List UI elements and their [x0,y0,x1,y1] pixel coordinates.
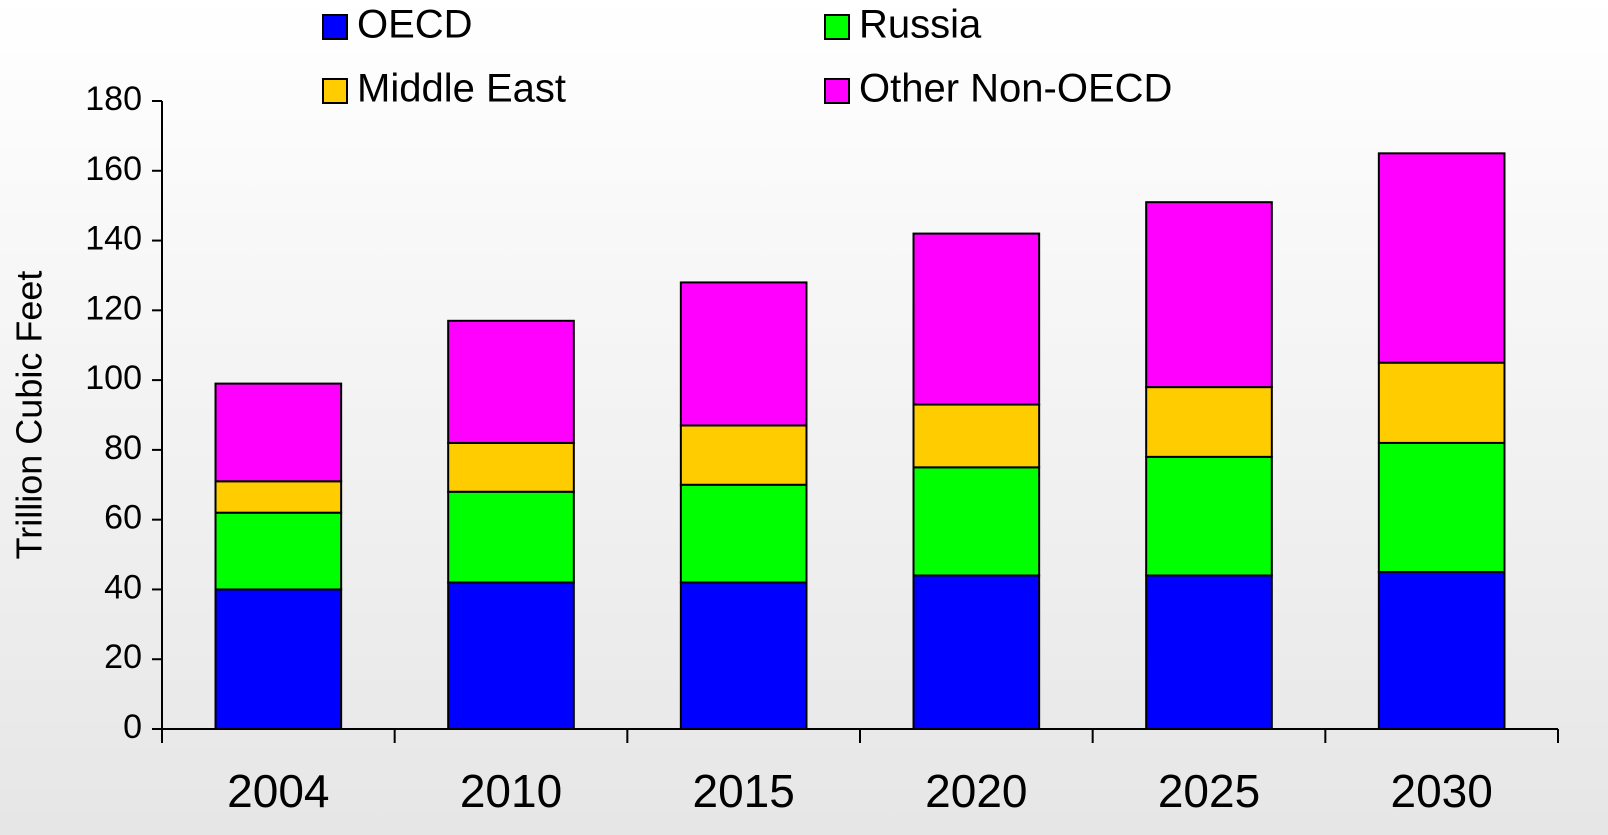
bar-segment [1145,201,1273,389]
y-tick-label: 20 [104,638,142,676]
bar-segment [1377,571,1506,730]
x-tick-label: 2004 [227,765,329,817]
y-tick-label: 120 [85,289,142,327]
y-tick-label: 180 [85,80,142,118]
bar-segment [679,281,808,427]
bar-segment [679,581,808,731]
y-tick-label: 60 [104,499,142,537]
x-tick-label: 2030 [1390,765,1492,817]
bar-segment [679,483,808,584]
bar-segment [214,588,343,731]
legend-swatch [322,78,348,104]
bar-segment [1145,574,1273,730]
x-tick-label: 2010 [460,765,562,817]
bar-segment [1377,361,1506,444]
legend-label: OECD [357,3,473,47]
bar-segment [679,424,808,486]
bar-segment [447,490,575,584]
bar-segment [1377,152,1506,364]
bar-segment [447,581,575,731]
y-tick-label: 140 [85,220,142,258]
legend-label: Russia [859,3,982,47]
y-tick-label: 80 [104,429,142,467]
bar-segment [912,232,1041,406]
bar-segment [1145,455,1273,577]
bar-segment [447,319,575,444]
legend-swatch [824,78,850,104]
bar-segment [1377,441,1506,573]
bar-segment [214,480,343,514]
legend-swatch [824,14,850,40]
legend-swatch [322,14,348,40]
y-tick-label: 160 [85,150,142,188]
bar-segment [214,511,343,591]
x-tick-label: 2025 [1158,765,1260,817]
bar-segment [1145,386,1273,458]
y-tick-label: 40 [104,568,142,606]
bar-segment [912,574,1041,730]
legend-label: Middle East [357,67,566,111]
bar-segment [912,466,1041,577]
bar-segment [447,441,575,493]
x-tick-label: 2015 [692,765,794,817]
x-tick-label: 2020 [925,765,1027,817]
bar-segment [912,403,1041,469]
legend-label: Other Non-OECD [859,67,1172,111]
bar-segment [214,382,343,483]
y-tick-label: 100 [85,359,142,397]
y-axis-label: Trillion Cubic Feet [9,271,50,560]
y-tick-label: 0 [123,708,142,746]
